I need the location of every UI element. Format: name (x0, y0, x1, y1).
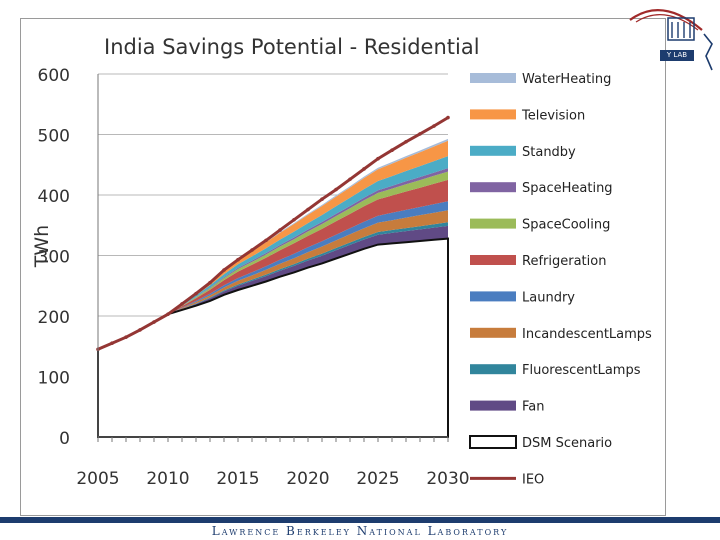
legend-swatch-spacecooling (470, 218, 516, 229)
ieo-point-2027 (404, 139, 408, 144)
x-tick-labels: 2005 2010 2015 2020 2025 2030 (76, 469, 469, 489)
ieo-point-2028 (418, 132, 422, 136)
x-tick-label-2010: 2010 (146, 469, 189, 489)
ieo-point-2016 (250, 248, 254, 252)
ieo-point-2008 (138, 328, 142, 332)
legend-swatch-refrigeration (470, 255, 516, 265)
legend-swatch-standby (470, 145, 516, 156)
ieo-point-2029 (432, 124, 436, 128)
legend-label-incandescentlamps: IncandescentLamps (522, 327, 652, 342)
ieo-point-2014 (222, 268, 226, 272)
legend-swatch-television (470, 109, 516, 120)
ieo-line-path (97, 116, 449, 351)
legend-swatch-spaceheating (470, 182, 516, 193)
x-tick-label-2020: 2020 (286, 469, 329, 489)
ieo-point-2006 (110, 341, 114, 346)
legend-label-refrigeration: Refrigeration (522, 254, 606, 269)
ieo-point-2018 (278, 228, 282, 232)
lbl-logo (629, 8, 713, 71)
area-laundry (98, 201, 448, 350)
x-tick-label-2005: 2005 (76, 469, 119, 489)
ieo-point-2019 (292, 218, 296, 222)
ieo-point-2015 (236, 257, 240, 262)
ieo-point-2007 (124, 335, 128, 339)
y-tick-label-200: 200 (38, 308, 70, 328)
legend-label-spaceheating: SpaceHeating (522, 181, 613, 196)
area-space-cooling (98, 171, 448, 350)
legend-label-standby: Standby (522, 145, 576, 160)
legend-swatch-waterheating (470, 73, 516, 83)
legend-swatch-incandescentlamps (470, 327, 516, 338)
legend-label-ieo: IEO (522, 472, 544, 487)
y-tick-label-100: 100 (38, 369, 70, 389)
y-tick-labels: 0 100 200 300 400 500 600 (38, 66, 70, 449)
legend-label-fluorescentlamps: FluorescentLamps (522, 363, 641, 378)
area-standby (98, 156, 448, 350)
area-refrigeration (98, 179, 448, 350)
ieo-point-2020 (306, 207, 310, 212)
area-incandescent-lamps (98, 210, 448, 350)
y-tick-label-0: 0 (59, 429, 70, 449)
legend-swatch-dsm-scenario (469, 435, 517, 449)
legend-label-spacecooling: SpaceCooling (522, 218, 610, 233)
ieo-point-2030 (446, 115, 450, 120)
y-tick-label-400: 400 (38, 187, 70, 207)
ieo-point-2011 (180, 302, 184, 306)
area-fan (98, 225, 448, 350)
ieo-point-2023 (348, 177, 352, 182)
ieo-point-2009 (152, 320, 156, 324)
chart-title: India Savings Potential - Residential (104, 35, 480, 59)
stacked-areas (98, 138, 448, 350)
footer-bar (0, 517, 720, 523)
y-tick-label-500: 500 (38, 127, 70, 147)
x-tick-label-2025: 2025 (356, 469, 399, 489)
ieo-point-2010 (166, 312, 170, 316)
ieo-line (96, 115, 450, 352)
y-tick-label-600: 600 (38, 66, 70, 86)
ieo-point-2017 (264, 238, 268, 243)
ieo-point-2013 (208, 280, 212, 285)
y-axis-label: TWh (31, 225, 53, 268)
ieo-point-2021 (320, 197, 324, 202)
legend-label-laundry: Laundry (522, 290, 575, 305)
x-tick-label-2015: 2015 (216, 469, 259, 489)
ieo-point-2024 (362, 167, 366, 171)
legend-label-dsm-scenario: DSM Scenario (522, 436, 612, 451)
y-tick-label-300: 300 (38, 248, 70, 268)
ieo-point-2025 (376, 156, 380, 161)
legend-label-fan: Fan (522, 400, 545, 415)
legend-label-television: Television (521, 108, 585, 123)
legend-swatch-laundry (470, 291, 516, 302)
ieo-point-2012 (194, 291, 198, 296)
legend-swatch-fluorescentlamps (470, 364, 516, 375)
axes (97, 74, 449, 442)
ieo-point-2026 (390, 148, 394, 153)
legend-label-waterheating: WaterHeating (522, 72, 611, 87)
legend-swatch-fan (470, 400, 516, 411)
area-television (98, 140, 448, 350)
legend: WaterHeating Television Standby SpaceHeatin… (469, 72, 652, 487)
footer-lab-name: Lawrence Berkeley National Laboratory (211, 524, 509, 538)
x-tick-label-2030: 2030 (426, 469, 469, 489)
ieo-point-2022 (334, 187, 338, 192)
lbl-logo-badge: Y LAB (660, 50, 694, 61)
